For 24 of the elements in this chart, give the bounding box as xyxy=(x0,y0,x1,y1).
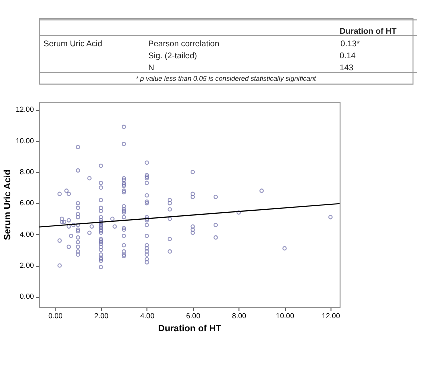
text: Duration of HT xyxy=(340,26,397,36)
text: Serum Uric Acid xyxy=(44,40,103,49)
text: N xyxy=(148,63,155,72)
y-tick-label: 2.00 xyxy=(20,261,34,270)
x-tick-label: 4.00 xyxy=(140,312,155,321)
text: Sig. (2-tailed) xyxy=(148,51,198,60)
y-tick-label: 0.00 xyxy=(20,292,34,302)
x-tick-label: 12.00 xyxy=(322,312,340,321)
x-tick-label: 0.00 xyxy=(48,312,63,321)
y-axis-title: Serum Uric Acid xyxy=(2,170,12,240)
x-tick-label: 6.00 xyxy=(186,312,201,321)
y-tick-label: 6.00 xyxy=(20,198,34,208)
y-tick-label: 10.00 xyxy=(16,136,34,146)
text: Pearson correlation xyxy=(148,40,220,49)
x-tick-label: 2.00 xyxy=(94,312,109,321)
text: 143 xyxy=(340,63,354,72)
y-tick-label: 4.00 xyxy=(20,230,34,239)
text: 0.14 xyxy=(340,51,356,60)
x-tick-label: 8.00 xyxy=(232,312,246,321)
x-axis-title: Duration of HT xyxy=(158,323,222,334)
text: 0.13* xyxy=(340,40,361,49)
y-tick-label: 8.00 xyxy=(20,168,34,177)
x-tick-label: 10.00 xyxy=(276,312,294,321)
y-tick-label: 12.00 xyxy=(16,105,34,114)
